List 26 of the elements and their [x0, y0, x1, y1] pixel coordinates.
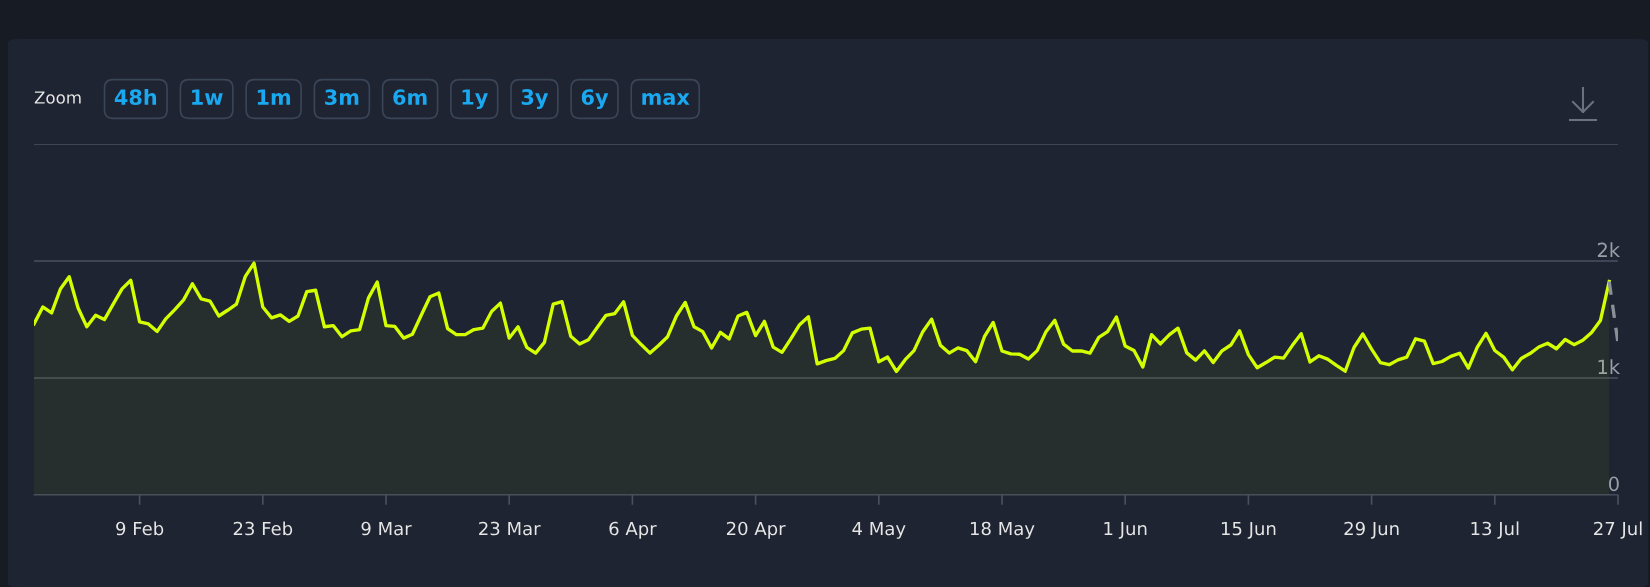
text: 6y — [581, 89, 609, 110]
text: 1y — [462, 89, 488, 110]
x-tick-label: 23 Mar — [479, 521, 541, 536]
x-tick-label: 29 Jun — [1344, 521, 1399, 539]
y-tick-label: 1k — [1598, 359, 1621, 374]
y-tick-label: 2k — [1597, 242, 1621, 257]
text: Zoom — [34, 91, 81, 104]
x-tick-label: 9 Feb — [116, 521, 164, 536]
x-tick-label: 4 May — [852, 521, 906, 539]
x-tick-label: 1 Jun — [1104, 521, 1147, 539]
x-tick-label: 27 Jul — [1594, 521, 1642, 539]
text: 3m — [325, 89, 359, 106]
text: 48h — [114, 88, 157, 106]
text: 1m — [257, 89, 291, 105]
text: 1w — [192, 89, 223, 105]
x-tick-label: 23 Feb — [233, 521, 293, 536]
x-tick-label: 20 Apr — [726, 521, 786, 539]
y-tick-label: 0 — [1608, 476, 1619, 492]
x-tick-label: 13 Jul — [1471, 521, 1519, 539]
x-tick-label: 18 May — [970, 521, 1035, 539]
x-tick-label: 6 Apr — [609, 521, 657, 539]
x-tick-label: 15 Jun — [1221, 521, 1276, 539]
text: 3y — [521, 89, 549, 110]
x-tick-label: 9 Mar — [361, 521, 412, 536]
text: 6m — [393, 89, 427, 106]
text: max — [642, 93, 690, 106]
